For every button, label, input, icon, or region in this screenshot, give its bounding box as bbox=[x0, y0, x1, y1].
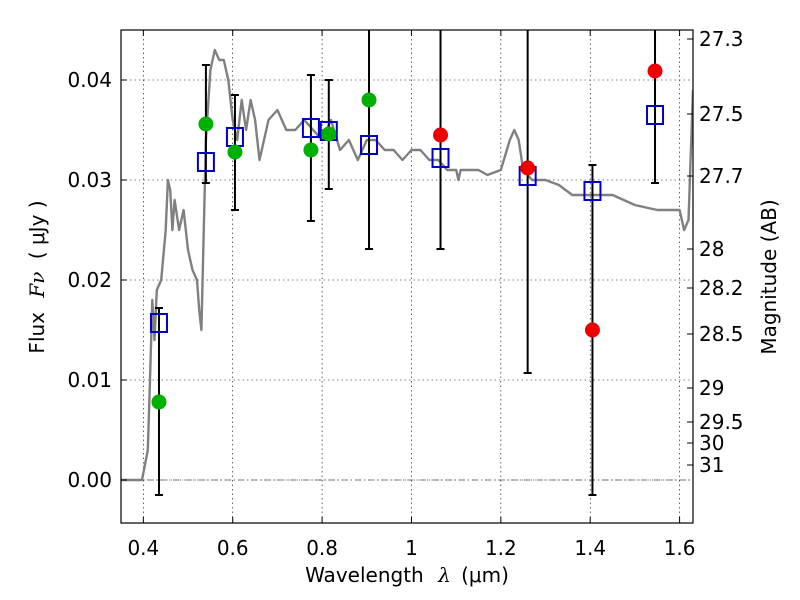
model-photometry-square bbox=[583, 181, 602, 201]
model-photometry-square bbox=[196, 152, 215, 172]
right-axis-tick-label: 28.2 bbox=[699, 276, 744, 300]
y-tick-label: 0.01 bbox=[67, 368, 112, 392]
x-tick-label: 1.6 bbox=[664, 536, 696, 560]
right-axis-tick-label: 29 bbox=[699, 376, 724, 400]
right-axis-tick-label: 27.3 bbox=[699, 27, 744, 51]
y-tick-label: 0.03 bbox=[67, 168, 112, 192]
observed-detection-point bbox=[361, 92, 377, 108]
model-photometry-square bbox=[646, 105, 665, 125]
x-tick-label: 0.4 bbox=[127, 536, 159, 560]
observed-low-sn-point bbox=[647, 63, 663, 79]
right-axis-tick-label: 27.7 bbox=[699, 164, 744, 188]
observed-detection-point bbox=[303, 142, 319, 158]
model-photometry-square bbox=[301, 118, 320, 138]
plot-background bbox=[121, 30, 693, 523]
y-axis-label: Flux Fν ( μJy ) bbox=[25, 200, 49, 353]
y-tick-label: 0.00 bbox=[67, 468, 112, 492]
right-axis-tick-label: 31 bbox=[699, 453, 724, 477]
x-axis-label: Wavelength λ (μm) bbox=[305, 563, 509, 587]
right-axis-tick-label: 29.5 bbox=[699, 410, 744, 434]
observed-low-sn-point bbox=[520, 160, 536, 176]
markers-layer bbox=[149, 63, 665, 410]
right-axis-tick-label: 27.5 bbox=[699, 102, 744, 126]
x-tick-label: 1.2 bbox=[485, 536, 517, 560]
x-tick-label: 0.6 bbox=[217, 536, 249, 560]
x-tick-label: 0.8 bbox=[306, 536, 338, 560]
right-axis-tick-label: 28.5 bbox=[699, 322, 744, 346]
plot-frame bbox=[120, 29, 694, 524]
observed-detection-point bbox=[151, 394, 167, 410]
model-photometry-square bbox=[149, 313, 168, 333]
model-photometry-square bbox=[431, 148, 450, 168]
tick-marks bbox=[121, 30, 693, 523]
x-tick-label: 1.4 bbox=[574, 536, 606, 560]
tick-labels: 0.4 0.6 0.8 1 1.2 1.4 1.6 0.00 0.01 0.02 0.03 0.04 2… bbox=[67, 27, 743, 560]
y-tick-label: 0.02 bbox=[67, 268, 112, 292]
observed-low-sn-point bbox=[584, 322, 600, 338]
right-axis-tick-label: 28 bbox=[699, 237, 724, 261]
observed-low-sn-point bbox=[433, 127, 449, 143]
model-photometry-square bbox=[360, 135, 379, 155]
sed-model-line bbox=[121, 48, 693, 482]
y-tick-label: 0.04 bbox=[67, 68, 112, 92]
sed-curve-layer bbox=[121, 48, 693, 482]
observed-detection-point bbox=[198, 116, 214, 132]
observed-detection-point bbox=[227, 144, 243, 160]
x-tick-label: 1 bbox=[405, 536, 418, 560]
observed-detection-point bbox=[321, 126, 337, 142]
right-axis-label: Magnitude (AB) bbox=[757, 199, 781, 354]
right-axis-tick-label: 30 bbox=[699, 431, 724, 455]
